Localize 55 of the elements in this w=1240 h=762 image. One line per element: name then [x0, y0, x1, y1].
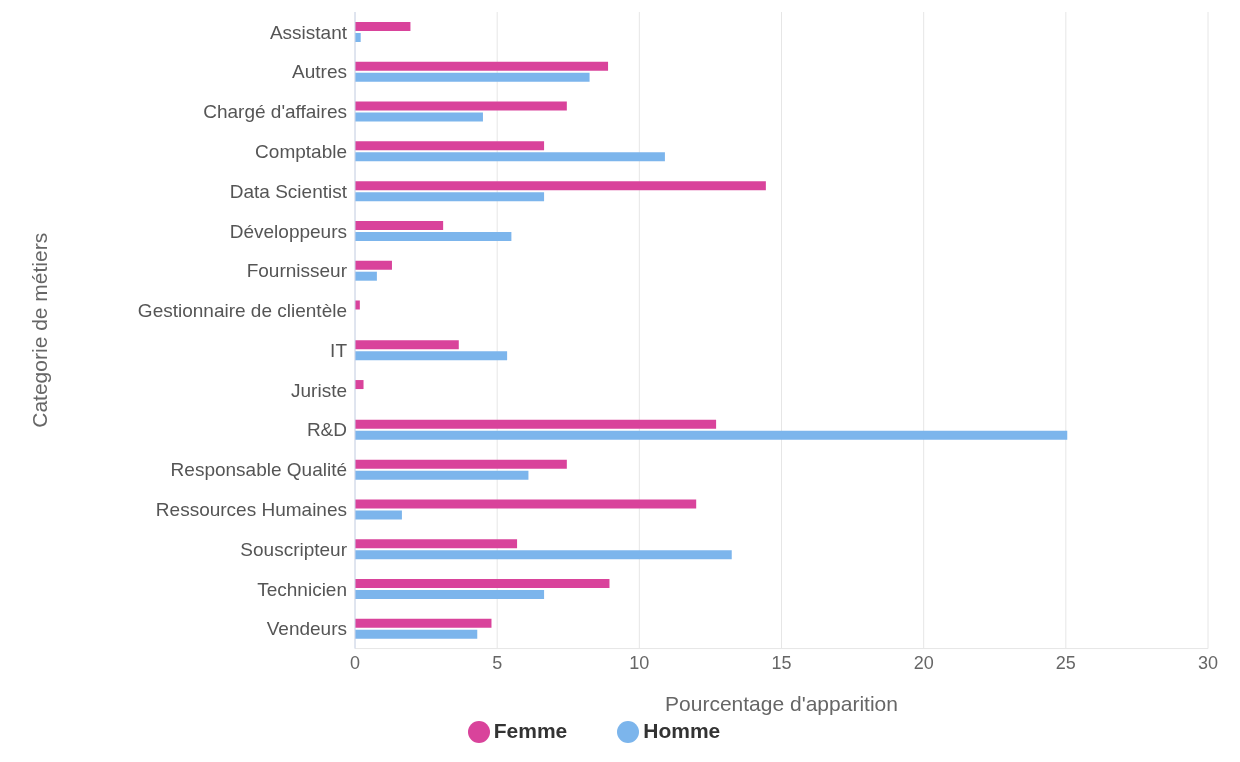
y-tick-label: IT [330, 339, 348, 361]
bar [355, 72, 590, 82]
y-tick-label: Data Scientist [229, 180, 348, 202]
bar [355, 271, 377, 281]
bar [355, 589, 545, 599]
y-tick-label: Chargé d'affaires [203, 101, 347, 123]
y-tick-label: Autres [292, 61, 347, 83]
bar [355, 340, 459, 350]
bar [355, 101, 567, 111]
y-tick-label: Développeurs [229, 220, 347, 242]
bar [355, 141, 545, 151]
x-axis-title: Pourcentage d'apparition [665, 691, 898, 715]
bar [355, 419, 717, 429]
bar [355, 380, 364, 390]
y-tick-label: Vendeurs [266, 618, 347, 640]
bar [355, 470, 529, 480]
y-tick-label: Souscripteur [240, 538, 348, 560]
x-tick-label: 30 [1197, 653, 1219, 674]
bar [355, 629, 478, 639]
bar [355, 499, 697, 509]
bar [355, 231, 512, 241]
legend-label: Femme [493, 718, 568, 742]
bar [355, 112, 483, 122]
y-tick-label: Responsable Qualité [170, 459, 347, 481]
bar [355, 539, 518, 549]
x-tick-label: 0 [349, 653, 361, 674]
bar [355, 550, 732, 560]
bar [355, 459, 567, 469]
bar [355, 260, 392, 270]
y-tick-label: Technicien [257, 578, 347, 600]
y-tick-label: Ressources Humaines [155, 499, 347, 521]
bar [355, 510, 402, 520]
bar [355, 192, 545, 202]
bar [355, 618, 492, 628]
y-axis-title: Categorie de métiers [28, 232, 52, 428]
x-tick-label: 25 [1055, 653, 1076, 674]
x-tick-label: 20 [913, 653, 934, 674]
y-tick-label: R&D [306, 419, 347, 441]
x-tick-label: 15 [771, 653, 792, 674]
y-tick-label: Fournisseur [246, 260, 348, 282]
bar [355, 61, 609, 71]
bar [355, 152, 665, 162]
y-tick-label: Comptable [255, 140, 347, 162]
bar [355, 181, 766, 191]
x-tick-label: 5 [492, 653, 503, 674]
bar [355, 220, 444, 230]
y-tick-label: Gestionnaire de clientèle [137, 300, 347, 322]
bar [355, 22, 411, 31]
bar [355, 351, 508, 361]
y-tick-label: Juriste [291, 379, 347, 401]
bar [355, 430, 1068, 440]
legend-label: Homme [643, 718, 721, 742]
x-tick-label: 10 [629, 653, 650, 674]
y-tick-label: Assistant [269, 21, 348, 43]
bar [355, 578, 610, 588]
